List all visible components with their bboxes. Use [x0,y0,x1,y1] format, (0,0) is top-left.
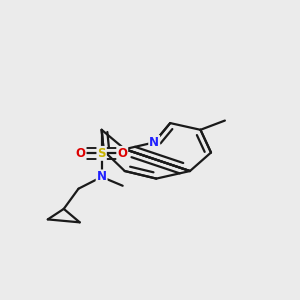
Text: O: O [76,147,85,160]
Text: N: N [97,170,106,183]
Text: O: O [117,147,127,160]
Text: S: S [98,147,106,160]
Text: N: N [149,136,159,149]
